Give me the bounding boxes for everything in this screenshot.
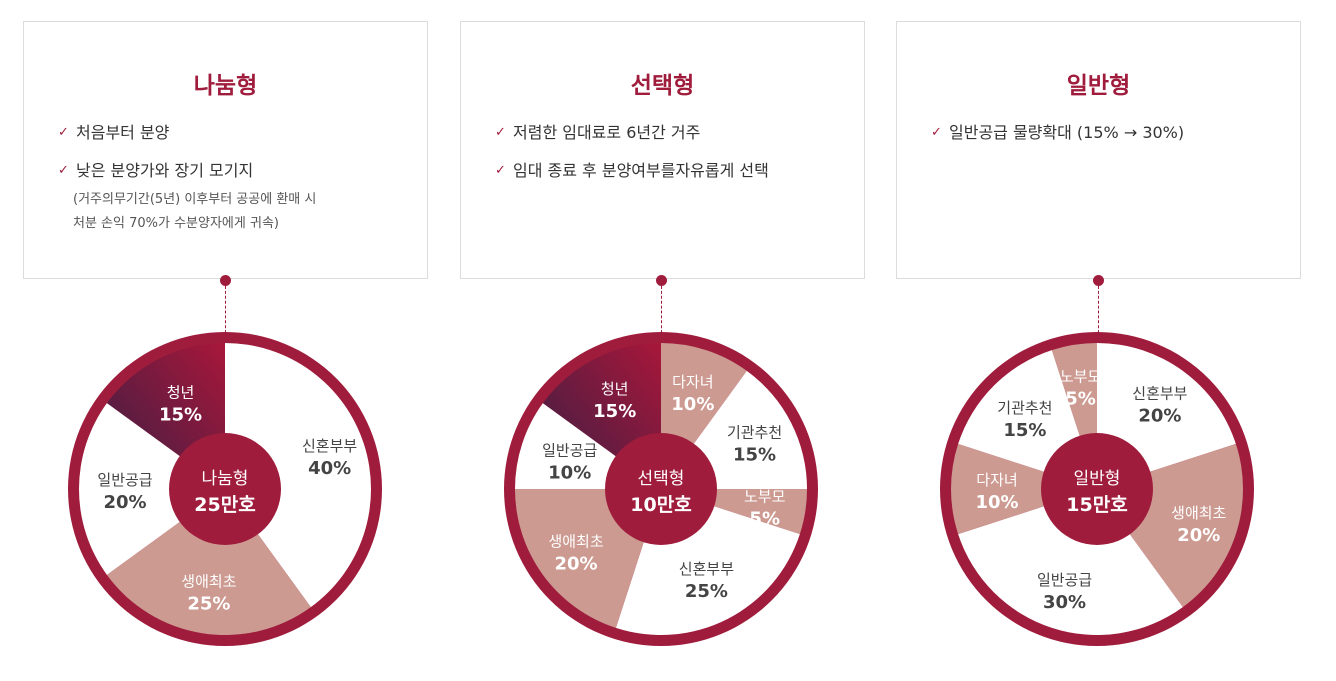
slice-name-label: 노부모 <box>1060 367 1102 385</box>
pie-center <box>605 433 717 545</box>
slice-percent-label: 15% <box>159 405 202 426</box>
slice-percent-label: 40% <box>308 458 351 479</box>
pie-chart-seontaek: 다자녀10%기관추천15%노부모5%신혼부부25%생애최초20%일반공급10%청… <box>504 332 818 646</box>
card-seontaek: 선택형 ✓ 저렴한 임대료로 6년간 거주 ✓ 임대 종료 후 분양여부를자유롭… <box>460 21 865 279</box>
card-title: 나눔형 <box>193 73 258 99</box>
bullet-text: 저렴한 임대료로 6년간 거주 <box>513 123 701 142</box>
connector-line <box>225 286 226 338</box>
card-title: 선택형 <box>630 73 695 99</box>
slice-name-label: 기관추천 <box>997 399 1052 417</box>
slice-percent-label: 10% <box>671 394 714 415</box>
slice-name-label: 청년 <box>167 384 195 402</box>
bullet-text: 처음부터 분양 <box>76 123 170 142</box>
connector-dot <box>1093 275 1104 286</box>
pie-center-count: 25만호 <box>194 494 255 516</box>
slice-name-label: 일반공급 <box>1037 571 1092 589</box>
bullet-item: ✓ 처음부터 분양 <box>58 122 407 144</box>
pie-center <box>169 433 281 545</box>
slice-percent-label: 20% <box>103 492 146 513</box>
bullet-item: ✓ 저렴한 임대료로 6년간 거주 <box>495 122 844 144</box>
slice-percent-label: 5% <box>1065 388 1096 409</box>
slice-percent-label: 25% <box>187 594 230 615</box>
checkmark-icon: ✓ <box>58 125 69 140</box>
bullet-note: (거주의무기간(5년) 이후부터 공공에 환매 시 <box>73 192 317 207</box>
slice-percent-label: 15% <box>733 444 776 465</box>
slice-name-label: 일반공급 <box>542 441 597 459</box>
bullet-list: ✓ 일반공급 물량확대 (15% → 30%) <box>931 122 1280 160</box>
connector-line <box>1098 286 1099 338</box>
connector-line <box>661 286 662 338</box>
pie-center-title: 나눔형 <box>202 469 249 489</box>
pie-slice <box>951 443 1097 535</box>
bullet-text: 일반공급 물량확대 (15% → 30%) <box>949 123 1185 142</box>
pie-center-count: 10만호 <box>630 494 691 516</box>
slice-name-label: 생애최초 <box>548 533 603 551</box>
slice-name-label: 청년 <box>601 380 629 398</box>
card-ilban: 일반형 ✓ 일반공급 물량확대 (15% → 30%) <box>896 21 1301 279</box>
slice-percent-label: 30% <box>1043 592 1086 613</box>
slice-percent-label: 10% <box>548 462 591 483</box>
slice-name-label: 생애최초 <box>181 573 236 591</box>
pie-slice <box>958 489 1183 635</box>
bullet-item: ✓ 낮은 분양가와 장기 모기지 (거주의무기간(5년) 이후부터 공공에 환매… <box>58 160 407 236</box>
connector-dot <box>220 275 231 286</box>
slice-name-label: 생애최초 <box>1171 504 1226 522</box>
card-title: 일반형 <box>1066 73 1131 99</box>
checkmark-icon: ✓ <box>58 163 69 178</box>
bullet-list: ✓ 저렴한 임대료로 6년간 거주 ✓ 임대 종료 후 분양여부를자유롭게 선택 <box>495 122 844 198</box>
slice-name-label: 노부모 <box>744 487 786 505</box>
bullet-text: 낮은 분양가와 장기 모기지 <box>76 161 254 180</box>
card-nanum: 나눔형 ✓ 처음부터 분양 ✓ 낮은 분양가와 장기 모기지 (거주의무기간(5… <box>23 21 428 279</box>
checkmark-icon: ✓ <box>931 125 942 140</box>
slice-percent-label: 15% <box>593 401 636 422</box>
slice-percent-label: 10% <box>975 492 1018 513</box>
bullet-text: 임대 종료 후 분양여부를자유롭게 선택 <box>513 161 769 180</box>
slice-name-label: 신혼부부 <box>1132 384 1187 402</box>
pie-center-title: 선택형 <box>638 469 685 489</box>
pie-chart-nanum: 청년 15% 신혼부부 40% 생애최초 25% 일반공급 20% 나눔형 25만호 <box>68 332 382 646</box>
bullet-item: ✓ 일반공급 물량확대 (15% → 30%) <box>931 122 1280 144</box>
pie-chart-ilban: 신혼부부 20% 생애최초 20% 일반공급 30% 다자녀 10% 기관추천 15% 노부모 5% 일… <box>940 332 1254 646</box>
pie-center-count: 15만호 <box>1066 494 1127 516</box>
slice-percent-label: 20% <box>1138 405 1181 426</box>
slice-percent-label: 20% <box>1177 525 1220 546</box>
pie-slice <box>106 489 311 635</box>
slice-name-label: 기관추천 <box>727 423 782 441</box>
bullet-note: 처분 손익 70%가 수분양자에게 귀속) <box>73 216 279 231</box>
slice-name-label: 일반공급 <box>97 471 152 489</box>
slice-percent-label: 20% <box>555 554 598 575</box>
slice-name-label: 다자녀 <box>976 471 1017 489</box>
bullet-list: ✓ 처음부터 분양 ✓ 낮은 분양가와 장기 모기지 (거주의무기간(5년) 이… <box>58 122 407 252</box>
pie-center <box>1041 433 1153 545</box>
bullet-item: ✓ 임대 종료 후 분양여부를자유롭게 선택 <box>495 160 844 182</box>
slice-name-label: 신혼부부 <box>679 560 734 578</box>
pie-slice <box>78 403 225 575</box>
slice-percent-label: 15% <box>1003 420 1046 441</box>
checkmark-icon: ✓ <box>495 163 506 178</box>
pie-slice <box>225 343 372 608</box>
pie-center-title: 일반형 <box>1074 469 1121 489</box>
connector-dot <box>656 275 667 286</box>
slice-percent-label: 25% <box>685 581 728 602</box>
checkmark-icon: ✓ <box>495 125 506 140</box>
slice-name-label: 다자녀 <box>672 373 713 391</box>
slice-name-label: 신혼부부 <box>302 437 357 455</box>
